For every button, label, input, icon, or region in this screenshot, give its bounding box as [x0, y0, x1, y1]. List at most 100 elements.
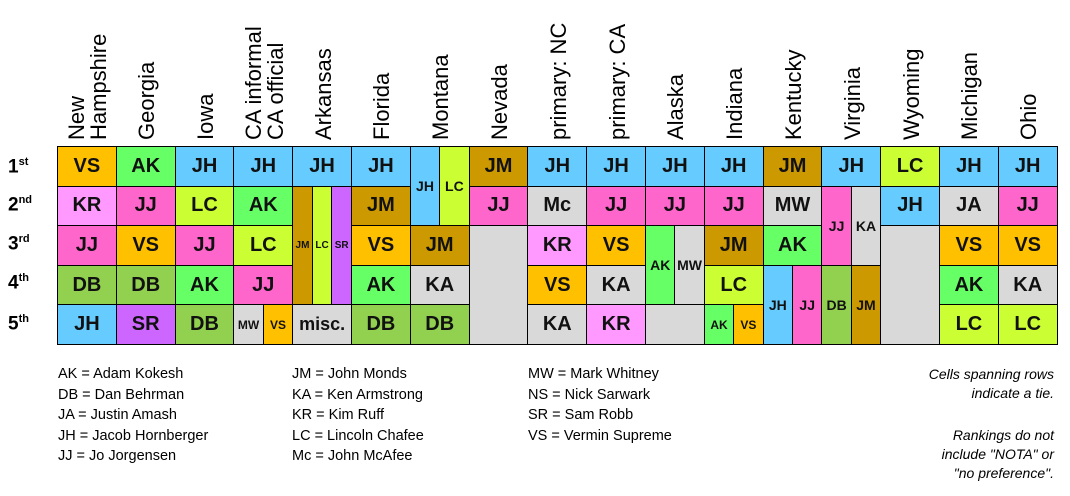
ranking-cell: LC [174, 185, 235, 227]
footnote: Rankings do not include "NOTA" or "no pref… [942, 426, 1054, 483]
row-rank-label: 2nd [8, 194, 48, 216]
ranking-cell: AK [762, 225, 823, 266]
row-rank-number: 5 [8, 313, 19, 335]
ranking-cell: JM [850, 264, 882, 345]
column-header-line: Michigan [957, 51, 983, 140]
ranking-cell: KA [850, 185, 882, 266]
ranking-cell: JM [409, 225, 470, 266]
column-header: Wyoming [898, 0, 924, 141]
ranking-cell: KA [527, 304, 588, 345]
footnote-line: Rankings do not [952, 427, 1054, 443]
ranking-cell: LC [997, 304, 1058, 345]
ranking-cell: LC [439, 146, 470, 227]
ranking-cell: JH [821, 146, 882, 187]
ranking-cell: LC [880, 146, 940, 187]
column-header-line: Ohio [1016, 93, 1042, 140]
ranking-cell: DB [821, 264, 852, 345]
legend-entry: DB = Dan Behrman [58, 386, 185, 403]
ranking-cell: JH [645, 146, 705, 187]
legend-entry: AK = Adam Kokesh [58, 366, 184, 382]
column-header: primary: NC [545, 0, 571, 140]
ranking-cell: AK [939, 264, 999, 306]
column-header-line: Arkansas [310, 48, 336, 140]
legend-entry: JA = Justin Amash [58, 407, 177, 424]
ranking-cell: VS [527, 264, 588, 306]
ranking-cell: KR [527, 225, 588, 266]
ranking-cell: JM [762, 146, 823, 187]
ranking-cell: JJ [821, 185, 852, 266]
legend-entry: NS = Nick Sarwark [528, 386, 651, 403]
ranking-cell: JJ [57, 225, 117, 266]
ranking-cell: LC [311, 185, 333, 306]
column-header-line: Iowa [193, 93, 218, 140]
ranking-cell: MW [233, 304, 264, 345]
column-header-line: Alaska [663, 73, 689, 140]
ranking-cell: DB [57, 264, 117, 306]
column-header-line: Wyoming [898, 48, 924, 141]
ranking-cell: VS [262, 304, 294, 345]
column-header-line: CA informal [240, 26, 266, 140]
ranking-cell: JH [57, 304, 117, 345]
ranking-cell: AK [703, 304, 735, 345]
ranking-cell: MW [674, 225, 705, 306]
ranking-cell: DB [174, 304, 235, 345]
ranking-cell: JH [762, 264, 793, 345]
ranking-cell: JM [468, 146, 529, 187]
ranking-cell: KA [409, 264, 470, 306]
footnote: Cells spanning rows indicate a tie. [929, 365, 1054, 403]
ranking-cell: VS [997, 225, 1058, 266]
ranking-cell: AK [115, 146, 176, 187]
ranking-cell: KR [586, 304, 646, 345]
column-header-line: primary: NC [545, 22, 571, 140]
row-rank-number: 3 [8, 233, 19, 255]
column-header: Georgia [134, 0, 159, 140]
footnote-line: "no preference". [953, 465, 1054, 481]
legend-entry: KA = Ken Armstrong [292, 386, 423, 403]
ranking-cell: JA [939, 185, 999, 227]
column-header-line: Florida [369, 72, 395, 140]
ranking-cell: JJ [468, 185, 529, 227]
column-header-line: Virginia [839, 67, 865, 140]
ranking-cell: MW [762, 185, 823, 227]
row-rank-number: 2 [8, 194, 19, 216]
ranking-cell: JM [351, 185, 411, 227]
ranking-cell: misc. [292, 304, 352, 345]
ranking-cell: JJ [586, 185, 646, 227]
ranking-cell: VS [57, 146, 117, 187]
column-header-line: Hampshire [86, 33, 112, 140]
row-rank-suffix: th [18, 272, 29, 284]
ranking-cell: LC [233, 225, 294, 266]
ranking-cell: VS [115, 225, 176, 266]
ranking-cell: AK [174, 264, 235, 306]
row-rank-suffix: st [18, 156, 29, 168]
column-header-line: primary: CA [604, 23, 630, 140]
ranking-cell: LC [939, 304, 999, 345]
row-rank-label: 3rd [8, 233, 48, 255]
legend-entry: JH = Jacob Hornberger [58, 427, 209, 444]
ranking-cell: JH [997, 146, 1058, 187]
empty-cell [880, 225, 940, 345]
column-header: Indiana [722, 0, 747, 140]
legend-entry: VS = Vermin Supreme [528, 427, 672, 444]
ranking-cell: JJ [174, 225, 235, 266]
row-rank-suffix: th [18, 313, 29, 325]
column-header: Iowa [193, 0, 218, 140]
legend-entry: KR = Kim Ruff [292, 407, 384, 424]
ranking-cell: KR [57, 185, 117, 227]
legend-entry: LC = Lincoln Chafee [292, 427, 424, 444]
legend-entry: JJ = Jo Jorgensen [58, 448, 177, 465]
ranking-cell: JH [292, 146, 352, 187]
ranking-cell: JH [703, 146, 764, 187]
legend-entry: Mc = John McAfee [292, 448, 413, 465]
row-rank-number: 4 [8, 272, 19, 294]
row-rank-label: 4th [8, 272, 48, 294]
column-header-line: Montana [428, 54, 454, 140]
column-header: CA informal CA official [240, 0, 288, 140]
row-rank-label: 5th [8, 313, 48, 335]
footnote-line: indicate a tie. [971, 385, 1055, 401]
footnote-line: Cells spanning rows [928, 366, 1054, 382]
column-header: Kentucky [781, 0, 806, 141]
ranking-cell: AK [351, 264, 411, 306]
column-header: Nevada [487, 0, 512, 140]
legend-entry: JM = John Monds [292, 366, 407, 382]
